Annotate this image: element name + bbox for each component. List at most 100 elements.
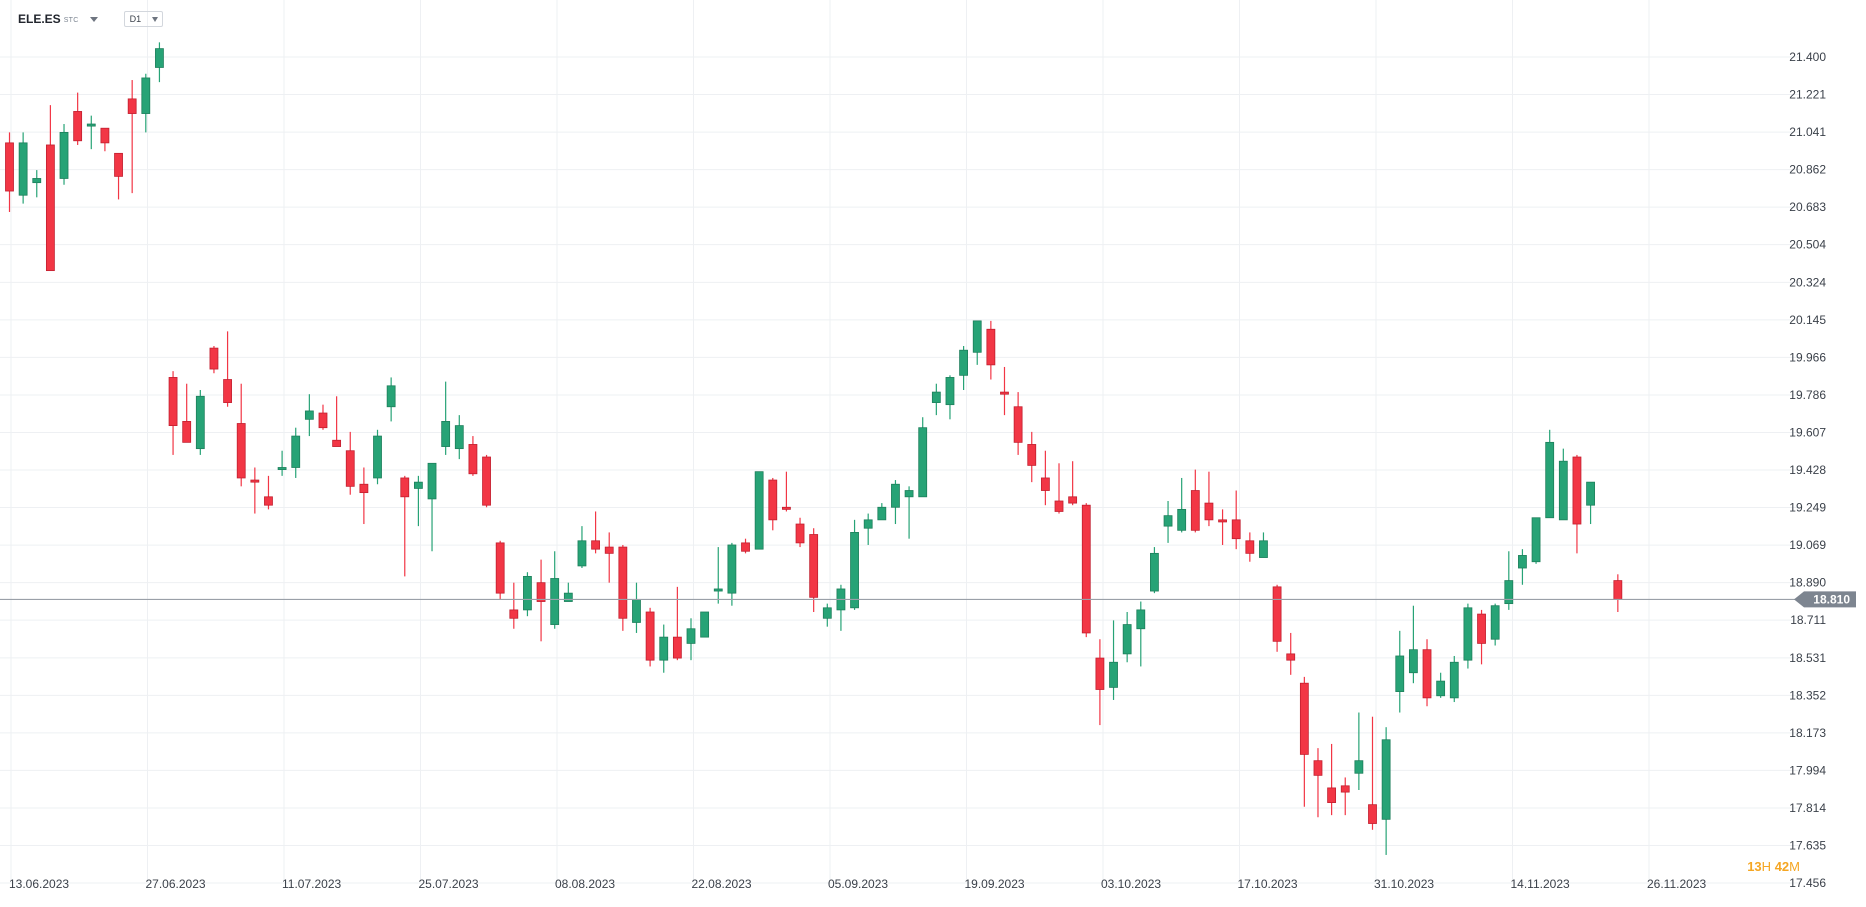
candle xyxy=(645,607,655,667)
candle-body xyxy=(182,421,192,443)
candle-body xyxy=(195,395,205,450)
candle-body xyxy=(400,477,410,498)
candle xyxy=(1354,712,1364,791)
candle xyxy=(195,389,205,455)
candle xyxy=(1177,477,1187,533)
candle xyxy=(1436,672,1446,698)
y-tick-label: 19.428 xyxy=(1789,463,1826,477)
candle xyxy=(1613,574,1623,612)
candle xyxy=(1231,490,1241,550)
symbol-name[interactable]: ELE.ES xyxy=(18,12,61,26)
candle xyxy=(604,532,614,583)
candle-body xyxy=(209,347,219,370)
candle-body xyxy=(1245,540,1255,554)
candle-body xyxy=(1122,624,1132,655)
candle-body xyxy=(1558,460,1568,521)
candle-body xyxy=(577,540,587,567)
candle xyxy=(1027,431,1037,483)
candle-body xyxy=(550,578,560,625)
candle-body xyxy=(1477,613,1486,644)
candle xyxy=(1068,461,1078,506)
candle xyxy=(632,582,641,633)
candle-body xyxy=(741,542,750,552)
countdown-hours: 13 xyxy=(1747,859,1762,874)
x-tick-label: 14.11.2023 xyxy=(1511,877,1570,891)
candle xyxy=(1449,655,1459,703)
candle xyxy=(373,429,382,485)
x-tick-label: 19.09.2023 xyxy=(965,877,1025,891)
candle xyxy=(618,544,628,631)
candle xyxy=(1040,450,1050,506)
candle-body xyxy=(495,542,505,594)
y-tick-label: 20.504 xyxy=(1789,238,1826,252)
candle xyxy=(1013,392,1023,455)
candle xyxy=(59,124,69,185)
chevron-down-icon xyxy=(152,16,159,22)
candle xyxy=(427,462,437,552)
y-tick-label: 17.635 xyxy=(1789,839,1826,853)
candle-body xyxy=(454,425,464,450)
candle-body xyxy=(1204,502,1214,521)
candle-body xyxy=(236,423,246,479)
current-price-line: 18.810 xyxy=(0,591,1856,608)
candle-body xyxy=(73,111,83,142)
candle-body xyxy=(264,496,273,506)
candle-body xyxy=(632,599,641,623)
candle-countdown: 13H 42M xyxy=(1747,859,1800,874)
timeframe-selector[interactable]: D1 xyxy=(123,11,164,27)
candle-body xyxy=(277,467,287,470)
candle xyxy=(1000,366,1009,416)
candle xyxy=(45,105,55,272)
candle xyxy=(1122,611,1132,663)
candle-body xyxy=(850,532,859,609)
candle xyxy=(1259,532,1268,558)
candle-body xyxy=(1422,649,1432,699)
candle xyxy=(345,431,355,495)
candle xyxy=(264,475,273,510)
candle xyxy=(1327,743,1337,816)
candle-body xyxy=(168,377,178,427)
grid xyxy=(0,0,1800,884)
candle xyxy=(1504,551,1514,610)
x-tick-label: 11.07.2023 xyxy=(282,877,341,891)
candle-body xyxy=(155,48,164,68)
candle-body xyxy=(1490,605,1500,640)
candle-body xyxy=(1299,682,1309,755)
candle xyxy=(509,582,519,629)
current-price-label: 18.810 xyxy=(1813,592,1850,606)
candle xyxy=(945,375,955,420)
candle xyxy=(1299,676,1309,807)
candle-body xyxy=(563,592,573,602)
candle xyxy=(1572,454,1582,554)
candle-body xyxy=(536,582,546,602)
current-price-label-bg xyxy=(1794,591,1856,608)
candle xyxy=(441,381,451,455)
candle xyxy=(141,73,151,133)
candle-body xyxy=(318,412,328,429)
y-tick-label: 18.352 xyxy=(1789,688,1826,702)
candle-body xyxy=(1190,490,1200,531)
candle-body xyxy=(427,462,437,500)
candle-body xyxy=(468,444,478,475)
candle-body xyxy=(482,456,491,506)
y-tick-label: 17.994 xyxy=(1789,763,1826,777)
candle-body xyxy=(509,609,519,619)
candle-body xyxy=(986,328,996,366)
candle xyxy=(318,404,328,430)
y-tick-label: 19.249 xyxy=(1789,500,1826,514)
candle-body xyxy=(304,410,314,420)
candle-body xyxy=(1136,609,1146,630)
candle-body xyxy=(5,142,14,192)
symbol-dropdown-icon[interactable] xyxy=(89,16,98,22)
candle-body xyxy=(1109,661,1118,688)
candle xyxy=(495,540,505,600)
candle xyxy=(1095,639,1105,726)
y-tick-label: 19.069 xyxy=(1789,538,1826,552)
candle-body xyxy=(386,385,396,408)
y-tick-label: 21.221 xyxy=(1789,87,1826,101)
candle xyxy=(332,396,342,447)
candle xyxy=(454,415,464,460)
candle-body xyxy=(413,481,423,489)
candle xyxy=(468,436,478,476)
